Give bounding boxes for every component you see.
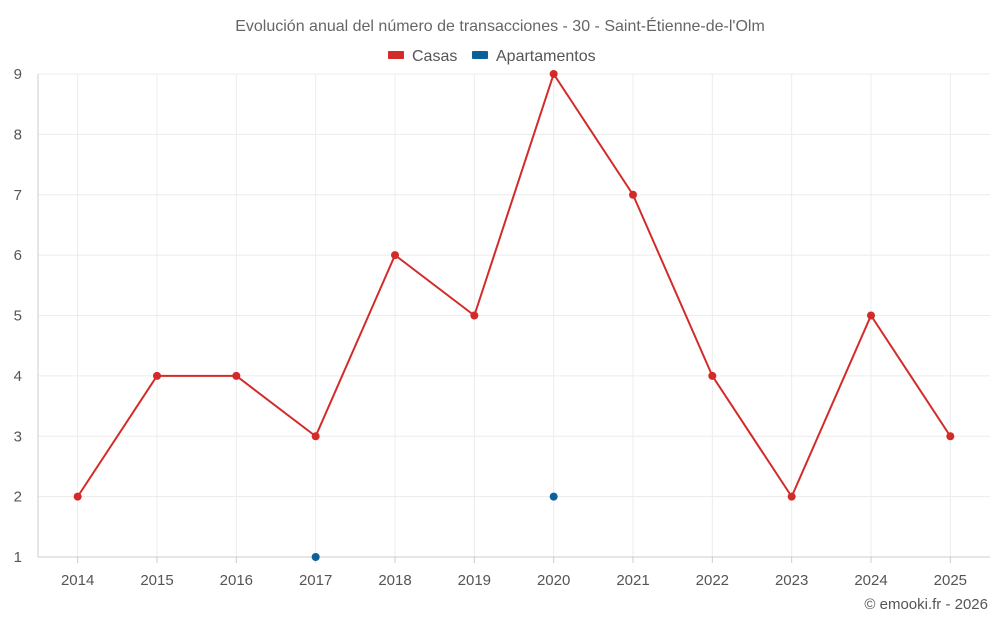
x-tick-label: 2019 [458, 572, 491, 589]
x-tick-label: 2022 [696, 572, 729, 589]
y-tick-label: 4 [14, 368, 22, 385]
credit-text: © emooki.fr - 2026 [864, 596, 988, 613]
x-tick-label: 2023 [775, 572, 808, 589]
x-tick-label: 2024 [854, 572, 887, 589]
data-point-casas[interactable] [311, 432, 320, 441]
y-tick-label: 9 [14, 66, 22, 83]
x-tick-label: 2025 [934, 572, 967, 589]
y-tick-label: 6 [14, 247, 22, 264]
legend-label-casas[interactable]: Casas [412, 48, 457, 65]
data-point-casas[interactable] [153, 371, 161, 380]
x-tick-label: 2017 [299, 572, 332, 589]
x-tick-label: 2016 [220, 572, 253, 589]
legend-label-apartamentos[interactable]: Apartamentos [496, 48, 596, 65]
data-point-apartamentos[interactable] [311, 553, 320, 561]
axes: 1 2 3 4 5 6 7 8 9 2014 2015 2016 2017 2018 2019 2020 202… [14, 66, 990, 589]
plot-area [73, 70, 955, 561]
y-tick-label: 7 [14, 187, 22, 204]
y-tick-label: 1 [14, 549, 22, 566]
legend-swatch-apartamentos[interactable] [472, 51, 488, 59]
data-point-casas[interactable] [708, 371, 717, 380]
data-point-casas[interactable] [470, 311, 479, 320]
data-point-casas[interactable] [391, 251, 399, 260]
data-point-casas[interactable] [946, 432, 955, 441]
data-point-casas[interactable] [232, 371, 241, 380]
x-tick-label: 2018 [378, 572, 411, 589]
data-point-casas[interactable] [73, 492, 82, 501]
y-tick-label: 3 [14, 428, 22, 445]
legend: Casas Apartamentos [388, 48, 596, 65]
x-tick-label: 2020 [537, 572, 570, 589]
x-tick-label: 2021 [616, 572, 649, 589]
x-tick-label: 2015 [140, 572, 173, 589]
y-tick-label: 5 [14, 308, 22, 325]
data-point-casas[interactable] [787, 492, 796, 501]
data-point-casas[interactable] [629, 190, 637, 199]
series-line-casas [76, 73, 952, 498]
y-tick-label: 8 [14, 126, 22, 143]
y-tick-label: 2 [14, 489, 22, 506]
legend-swatch-casas[interactable] [388, 51, 404, 59]
data-point-apartamentos[interactable] [549, 492, 558, 501]
chart-title: Evolución anual del número de transaccio… [235, 16, 765, 35]
data-point-casas[interactable] [867, 311, 875, 320]
grid [38, 73, 990, 558]
x-tick-label: 2014 [61, 572, 94, 589]
data-point-casas[interactable] [549, 70, 558, 78]
